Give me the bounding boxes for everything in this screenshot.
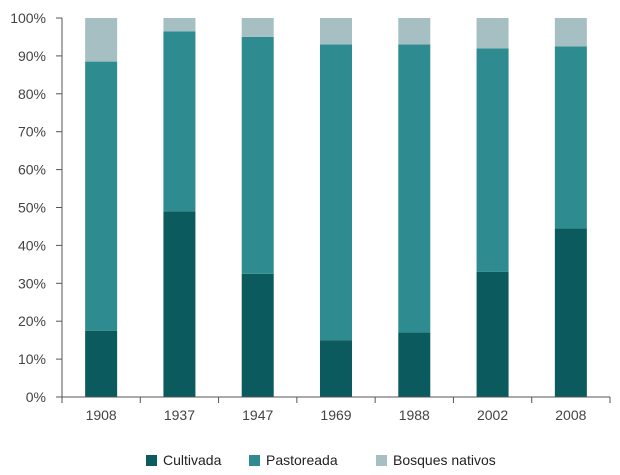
x-tick-label: 1988 [399,407,430,423]
x-tick-label: 1908 [86,407,117,423]
legend-label: Cultivada [163,452,222,468]
y-tick-label: 100% [10,10,46,26]
x-tick-label: 1947 [242,407,273,423]
y-tick-label: 50% [18,200,46,216]
y-tick-label: 10% [18,351,46,367]
legend-swatch [249,455,260,466]
bar-segment [85,330,118,397]
bar-segment [398,44,431,333]
bar-segment [163,211,196,397]
y-tick-label: 60% [18,162,46,178]
y-tick-label: 20% [18,313,46,329]
legend-swatch [146,455,157,466]
bar-segment [476,18,509,49]
y-axis: 0% 10% 20% 30% 40% 50% 60% 70% 80% 90% 100% [10,10,63,405]
bar-segment [554,46,587,229]
legend: Cultivada Pastoreada Bosques nativos [146,452,496,468]
legend-swatch [376,455,387,466]
bars [85,18,587,397]
y-tick-label: 90% [18,48,46,64]
bar-segment [85,61,118,331]
y-tick-label: 70% [18,124,46,140]
y-tick-label: 80% [18,86,46,102]
bar-segment [163,31,196,212]
bar-segment [398,18,431,45]
bar-segment [241,273,274,397]
bar-segment [476,271,509,397]
x-tick-label: 2008 [555,407,586,423]
bar-segment [476,48,509,272]
bar-segment [241,18,274,37]
bar-segment [241,36,274,274]
bar-segment [85,18,118,62]
x-tick-label: 2002 [477,407,508,423]
x-axis: 1908 1937 1947 1969 1988 2002 2008 [61,396,611,423]
bar-segment [320,340,352,397]
x-tick-label: 1937 [164,407,195,423]
legend-label: Pastoreada [266,452,338,468]
y-tick-label: 0% [26,389,46,405]
bar-segment [398,332,431,397]
y-tick-label: 40% [18,237,46,253]
bar-segment [320,44,352,341]
bar-segment [320,18,352,45]
bar-segment [163,18,196,32]
x-tick-label: 1969 [320,407,351,423]
bar-segment [554,228,587,397]
y-tick-label: 30% [18,275,46,291]
bar-segment [554,18,587,47]
legend-label: Bosques nativos [393,452,496,468]
